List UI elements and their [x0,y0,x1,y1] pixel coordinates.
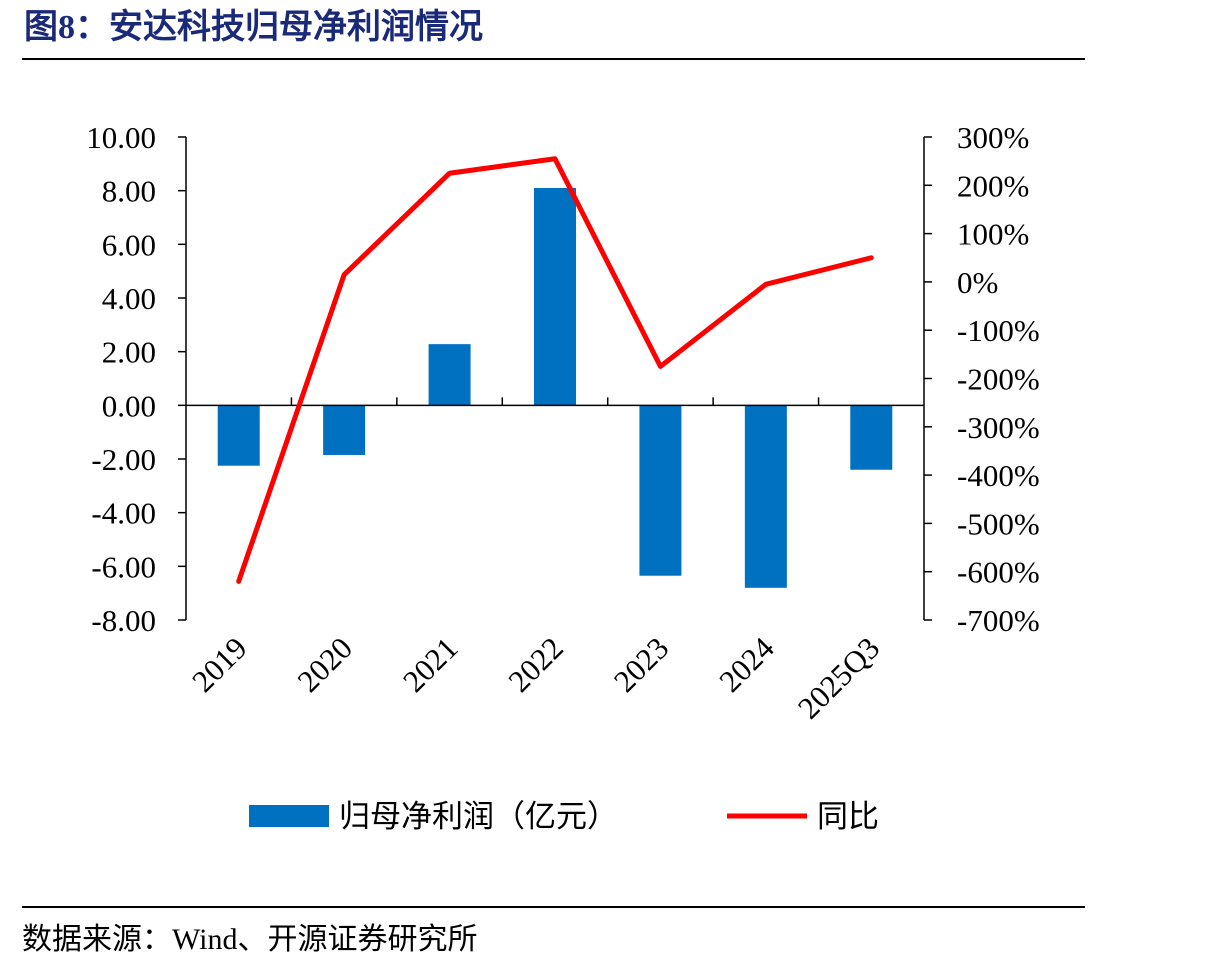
left-tick-label: 8.00 [102,174,156,209]
category-label: 2019 [185,630,254,699]
right-tick-label: -100% [957,313,1040,348]
legend-bar-label: 归母净利润（亿元） [339,799,618,834]
right-tick-label: -400% [957,458,1040,493]
yoy-point-2023 [658,364,663,369]
bar-2022 [534,187,576,406]
category-label: 2020 [291,630,360,699]
bar-2019 [217,405,260,466]
left-tick-label: 6.00 [102,227,156,262]
combo-chart: 10.00 8.00 6.00 4.00 2.00 0.00 -2.00 -4.00 -6.00… [86,120,1040,834]
right-tick-label: 100% [957,217,1029,252]
figure-title: 图8：安达科技归母净利润情况 [24,9,483,46]
left-tick-label: 0.00 [102,388,156,423]
bar-series [217,187,893,588]
yoy-point-2024 [763,282,769,287]
bar-2021 [428,344,471,406]
right-axis: 300% 200% 100% 0% -100% -200% -300% -400% -500% -… [923,120,1040,638]
yoy-point-2025Q3 [869,255,874,260]
category-label: 2024 [712,630,781,699]
line-series [236,156,874,584]
bar-2025Q3 [850,405,893,470]
right-tick-label: 200% [957,168,1029,203]
yoy-point-2022 [552,156,558,161]
right-tick-label: -700% [957,603,1040,638]
category-label: 2023 [607,630,676,699]
left-tick-label: -4.00 [91,496,156,531]
right-tick-label: -500% [957,506,1040,541]
right-tick-label: -200% [957,362,1040,397]
legend: 归母净利润（亿元） 同比 [249,799,879,834]
yoy-point-2019 [236,579,241,584]
source-rule [22,906,1085,908]
left-tick-label: -8.00 [91,603,156,638]
legend-line-label: 同比 [817,799,879,834]
bar-2024 [744,405,787,588]
yoy-point-2020 [341,272,347,277]
left-axis: 10.00 8.00 6.00 4.00 2.00 0.00 -2.00 -4.00 -6.00… [86,120,187,638]
left-tick-label: -2.00 [91,442,156,477]
left-tick-label: 4.00 [102,281,156,316]
left-tick-label: 10.00 [86,120,156,155]
left-tick-label: 2.00 [102,335,156,370]
bar-2023 [639,405,682,576]
category-label: 2025Q3 [791,630,886,725]
right-tick-label: 0% [957,265,998,300]
right-tick-label: 300% [957,120,1029,155]
legend-bar-swatch [249,805,329,827]
source-note: 数据来源：Wind、开源证券研究所 [22,923,478,956]
right-tick-label: -300% [957,410,1040,445]
left-tick-label: -6.00 [91,549,156,584]
bar-2020 [323,405,366,455]
yoy-point-2021 [447,171,452,176]
right-tick-label: -600% [957,555,1040,590]
x-axis: 2019 2020 2021 2022 2023 2024 2025Q3 [185,397,924,726]
title-rule [22,58,1085,60]
category-label: 2022 [501,630,570,699]
category-label: 2021 [396,630,465,699]
